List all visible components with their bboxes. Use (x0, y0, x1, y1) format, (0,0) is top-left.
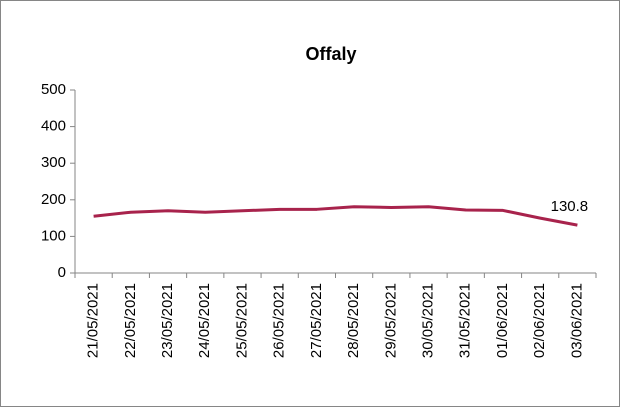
x-tick-label: 02/06/2021 (531, 283, 548, 358)
x-tick-label: 30/05/2021 (420, 283, 437, 358)
x-tick-label: 25/05/2021 (233, 283, 250, 358)
y-tick-label: 200 (41, 191, 66, 208)
x-tick-label: 26/05/2021 (271, 283, 288, 358)
line-series (93, 205, 578, 227)
y-tick-label: 300 (41, 154, 66, 171)
y-tick-label: 0 (58, 264, 66, 281)
x-tick-label: 22/05/2021 (122, 283, 139, 358)
y-tick-label: 400 (41, 118, 66, 135)
y-tick-label: 100 (41, 227, 66, 244)
x-tick-label: 31/05/2021 (457, 283, 474, 358)
data-label: 130.8 (551, 198, 589, 215)
x-tick-label: 03/06/2021 (568, 283, 585, 358)
x-tick-label: 29/05/2021 (382, 283, 399, 358)
x-tick-label: 23/05/2021 (159, 283, 176, 358)
chart-title: Offaly (305, 44, 356, 64)
y-tick-label: 500 (41, 81, 66, 98)
x-tick-label: 01/06/2021 (494, 283, 511, 358)
x-tick-label: 27/05/2021 (308, 283, 325, 358)
x-tick-label: 24/05/2021 (196, 283, 213, 358)
x-tick-label: 28/05/2021 (345, 283, 362, 358)
x-tick-label: 21/05/2021 (85, 283, 102, 358)
